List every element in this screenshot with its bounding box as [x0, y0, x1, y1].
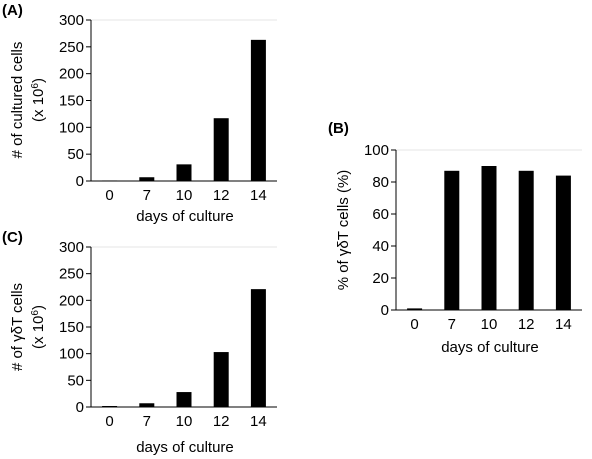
panel-a-ylabel-line1: # of cultured cells [9, 42, 26, 159]
panel-a-bar-12 [213, 118, 229, 181]
panel-c-ylabel-suffix: ) [30, 305, 47, 310]
panel-b-plot: 0 20 40 60 80 100 0 7 10 12 14 [364, 142, 582, 333]
panel-a-ylabel-suffix: ) [30, 78, 47, 83]
panel-c-xtick-label: 0 [105, 413, 113, 430]
panel-a-bar-0 [102, 180, 118, 181]
panel-c-ylabel-prefix: (x 10 [30, 316, 47, 349]
panel-c-xtick-label: 14 [250, 413, 267, 430]
panel-a-ytick-label: 300 [59, 12, 84, 29]
panel-a-xlabel: days of culture [136, 208, 234, 225]
panel-b-bar-14 [555, 175, 571, 310]
panel-a: (A) # of cultured cells (x 106) 05010015… [2, 2, 277, 225]
panel-b-xlabel: days of culture [441, 339, 539, 356]
panel-a-ytick-label: 50 [67, 146, 84, 163]
panel-a-bar-14 [250, 39, 266, 182]
panel-a-ylabel-sup: 6 [30, 83, 41, 89]
panel-c-xtick-label: 12 [213, 413, 230, 430]
panel-c-ytick-label: 0 [76, 399, 84, 416]
panel-a-ylabel-line2: (x 106) [30, 78, 47, 122]
panel-c-label: (C) [2, 229, 23, 246]
panel-c-ytick-label: 300 [59, 239, 84, 256]
panel-a-ytick-label: 150 [59, 93, 84, 110]
panel-c-ylabel-sup: 6 [30, 310, 41, 316]
panel-c-xtick-label: 7 [143, 413, 151, 430]
panel-a-bar-10 [176, 164, 192, 181]
panel-b-xtick-label: 0 [410, 316, 418, 333]
panel-a-plot: 0 50 100 150 200 250 300 0 7 10 12 14 [59, 12, 277, 204]
panel-b-label: (B) [328, 120, 349, 137]
panel-c-ytick-label: 100 [59, 346, 84, 363]
panel-b-xtick-label: 14 [555, 316, 572, 333]
panel-c-ylabel-line1: # of γδT cells [9, 283, 26, 371]
panel-c-bar-0 [102, 406, 118, 407]
panel-c-plot: 0 50 100 150 200 250 300 0 7 10 12 14 [59, 239, 277, 430]
panel-a-xtick-label: 7 [143, 187, 151, 204]
panel-a-bar-7 [139, 177, 155, 181]
panel-a-xtick-label: 12 [213, 187, 230, 204]
panel-a-xtick-label: 0 [105, 187, 113, 204]
panel-c-bar-7 [139, 403, 155, 407]
panel-b-ytick-label: 20 [372, 270, 389, 287]
panel-b-ytick-label: 40 [372, 238, 389, 255]
panel-a-ytick-label: 0 [76, 173, 84, 190]
panel-b-xtick-label: 7 [448, 316, 456, 333]
panel-a-ylabel-prefix: (x 10 [30, 89, 47, 122]
panel-c-bar-10 [176, 392, 192, 407]
panel-b-bar-0 [407, 308, 423, 310]
panel-b-bar-7 [444, 170, 460, 310]
panel-c-ytick-label: 150 [59, 319, 84, 336]
panel-b-bar-10 [481, 166, 497, 310]
panel-b-ytick-label: 100 [364, 142, 389, 159]
panel-c-ylabel-line2: (x 106) [30, 305, 47, 349]
panel-a-xtick-label: 10 [176, 187, 193, 204]
panel-b: (B) % of γδT cells (%) 0 20 40 60 80 100 0 7 10 1… [328, 120, 582, 356]
panel-c-bar-14 [250, 289, 266, 407]
panel-c-ytick-label: 250 [59, 266, 84, 283]
panel-a-xtick-label: 14 [250, 187, 267, 204]
panel-b-xtick-label: 12 [518, 316, 535, 333]
panel-c-ytick-label: 50 [67, 372, 84, 389]
panel-a-ytick-label: 250 [59, 39, 84, 56]
panel-c-ytick-label: 200 [59, 292, 84, 309]
panel-b-bar-12 [518, 170, 534, 310]
panel-a-ytick-label: 100 [59, 119, 84, 136]
panel-a-label: (A) [2, 2, 23, 19]
panel-b-ytick-label: 80 [372, 174, 389, 191]
panel-c-xtick-label: 10 [176, 413, 193, 430]
panel-b-xtick-label: 10 [481, 316, 498, 333]
panel-c: (C) # of γδT cells (x 106) 0501001502002… [2, 229, 277, 456]
panel-a-ytick-label: 200 [59, 66, 84, 83]
panel-b-ytick-label: 60 [372, 206, 389, 223]
panel-c-xlabel: days of culture [136, 439, 234, 456]
panel-c-bar-12 [213, 352, 229, 407]
panel-b-ytick-label: 0 [381, 302, 389, 319]
panel-b-ylabel: % of γδT cells (%) [335, 170, 352, 291]
